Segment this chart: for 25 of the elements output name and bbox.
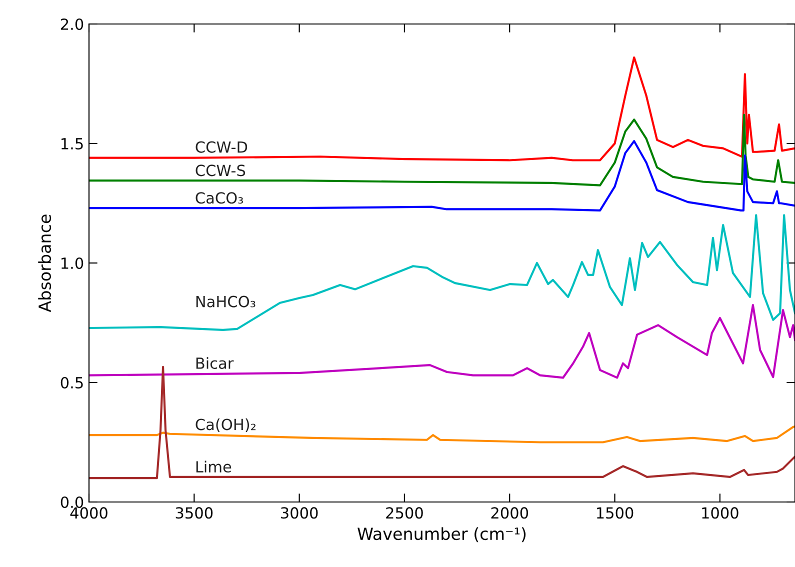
x-tick-label: 2500	[386, 507, 423, 519]
x-tick-label: 4000	[70, 507, 108, 519]
x-tick-label: 3000	[281, 507, 318, 519]
series-label: Bicar	[196, 357, 234, 369]
x-tick-label: 3500	[176, 507, 213, 519]
series-label: CCW-S	[196, 164, 246, 176]
series-label: Ca(OH)₂	[196, 418, 256, 432]
x-tick-label: 2000	[491, 507, 528, 519]
y-tick-label: 0.0	[60, 496, 84, 508]
line-series	[89, 214, 795, 331]
x-tick-label: 1000	[702, 507, 738, 519]
y-tick-label: 1.5	[62, 138, 83, 150]
line-series	[89, 114, 795, 186]
series-label: CCW-D	[196, 141, 248, 153]
y-tick-label: 2.0	[60, 18, 84, 30]
x-axis-title: Wavenumber (cm⁻¹)	[358, 527, 526, 542]
y-tick-label: 0.5	[60, 376, 83, 389]
series-label: NaHCO₃	[196, 296, 256, 308]
y-tick-label: 1.0	[62, 257, 84, 270]
y-axis-title: Absorbance	[38, 214, 52, 312]
line-series	[89, 140, 795, 212]
series-label: Lime	[196, 460, 232, 473]
x-tick-label: 1500	[597, 507, 634, 519]
series-label: CaCO₃	[196, 192, 243, 204]
line-series	[89, 56, 795, 162]
